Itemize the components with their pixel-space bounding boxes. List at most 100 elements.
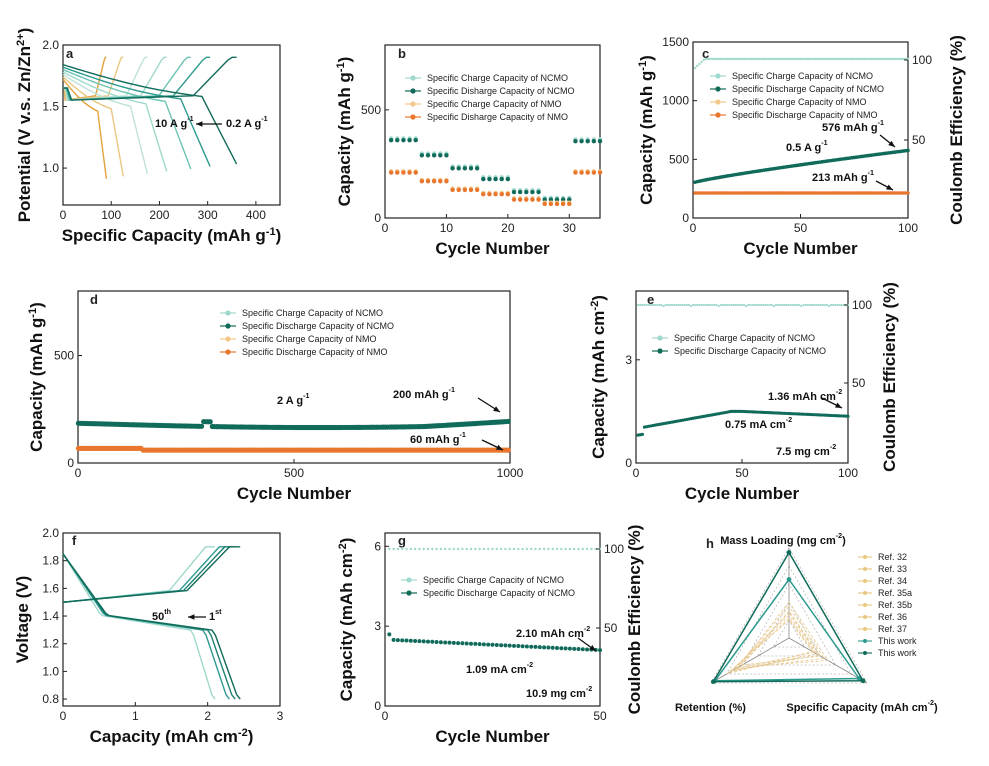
panel-g-ncmo-discharge-point bbox=[499, 643, 504, 648]
panel-d-legend-marker bbox=[225, 349, 231, 355]
panel-c-ce-point bbox=[782, 57, 785, 61]
panel-e-ce-point bbox=[776, 303, 780, 307]
panel-g-ce-point bbox=[594, 547, 597, 551]
panel-g-ncmo-discharge-point bbox=[524, 644, 529, 649]
panel-c-ce-point bbox=[878, 57, 882, 61]
panel-g-ce-point bbox=[512, 547, 516, 551]
panel-b-ncmo-discharge-point bbox=[407, 137, 412, 143]
panel-g-ncmo-discharge-point bbox=[460, 641, 465, 646]
panel-g-ce-point bbox=[418, 547, 421, 551]
panel-b-nmo-discharge-point bbox=[474, 187, 480, 193]
panel-g-ncmo-discharge-point bbox=[533, 644, 538, 649]
panel-e-ncmo-discharge-point bbox=[640, 432, 644, 436]
panel-g-legend-marker bbox=[406, 577, 412, 583]
panel-g-ce-point bbox=[555, 547, 559, 551]
panel-c-ce-point bbox=[846, 57, 849, 61]
panel-c-ce-point bbox=[853, 57, 856, 61]
panel-g-ce-point bbox=[491, 547, 494, 551]
panel-c-ce-point bbox=[717, 57, 720, 61]
panel-g-ce-point bbox=[538, 547, 541, 551]
panel-g-ncmo-discharge-point bbox=[447, 640, 452, 645]
panel-c-legend-marker bbox=[715, 86, 721, 92]
panel-c-ce-point bbox=[872, 57, 875, 61]
panel-c-ce-point bbox=[842, 57, 845, 61]
panel-e-ce-point bbox=[747, 303, 750, 307]
panel-h-thiswork-point bbox=[710, 679, 716, 685]
panel-e-ce-point bbox=[721, 303, 725, 307]
panel-c-ce-point bbox=[779, 57, 783, 61]
panel-a-discharge-curve bbox=[62, 76, 124, 177]
panel-e-ce-point bbox=[668, 303, 672, 307]
panel-c-ce-point bbox=[810, 57, 813, 61]
panel-e-ce-point bbox=[709, 303, 712, 307]
panel-g-ncmo-discharge-point bbox=[580, 647, 585, 652]
panel-c-xtick-label: 100 bbox=[898, 221, 918, 235]
panel-c-ce-point bbox=[721, 57, 725, 61]
panel-e-ce-point bbox=[639, 303, 642, 307]
panel-a-frame bbox=[62, 44, 281, 206]
panel-e-ce-point bbox=[791, 303, 794, 307]
panel-f-ann-1st: 1st bbox=[209, 608, 222, 623]
panel-g-ncmo-discharge-point bbox=[550, 645, 555, 650]
panel-g-xlabel: Cycle Number bbox=[435, 727, 550, 746]
panel-e-ce-point bbox=[779, 303, 782, 307]
panel-h-legend-item: Ref. 33 bbox=[878, 564, 907, 574]
panel-d-nmo-discharge-point bbox=[505, 447, 511, 453]
panel-e-ce-point bbox=[764, 303, 767, 307]
panel-a-ytick-label: 1.5 bbox=[42, 100, 59, 114]
panel-c-ce-point bbox=[818, 57, 822, 61]
panel-e-ce-point bbox=[823, 303, 826, 307]
panel-b-nmo-discharge-point bbox=[499, 192, 504, 197]
panel-g-ce-point bbox=[465, 547, 468, 551]
panel-h-legend-item: This work bbox=[878, 648, 917, 658]
panel-g-ncmo-discharge-point bbox=[598, 648, 602, 653]
panel-e-ce-point bbox=[798, 303, 801, 307]
panel-e-arrow-head bbox=[835, 402, 842, 408]
panel-c-ann-rate: 0.5 A g-1 bbox=[786, 139, 828, 154]
panel-c-ce-point bbox=[739, 57, 742, 61]
panel-c-ce-point bbox=[896, 57, 899, 61]
panel-c-ce-point bbox=[756, 57, 759, 61]
panel-g-ce-point bbox=[426, 547, 430, 551]
panel-h-legend-marker bbox=[863, 567, 867, 571]
panel-c-ce-point bbox=[861, 57, 865, 61]
panel-d-legend-item: Specific Discharge Capacity of NCMO bbox=[242, 321, 394, 331]
panel-e-ylabel: Capacity (mAh cm-2) bbox=[589, 295, 608, 459]
panel-e-y2label: Coulomb Efficiency (%) bbox=[880, 282, 899, 472]
panel-g-ce-point bbox=[521, 547, 524, 551]
panel-g-arrow-head bbox=[589, 645, 596, 651]
panel-h-legend-item: Ref. 35b bbox=[878, 600, 912, 610]
panel-e-ce-point bbox=[749, 303, 752, 307]
panel-c-ce-point bbox=[773, 57, 776, 61]
panel-c-ce-point bbox=[844, 57, 847, 61]
panel-c-ce-point bbox=[848, 57, 852, 61]
panel-e-ce-point bbox=[687, 303, 691, 307]
panel-c-ce-point bbox=[743, 57, 746, 61]
panel-g-ncmo-discharge-point bbox=[512, 643, 516, 648]
panel-g-ncmo-discharge-point bbox=[456, 641, 461, 646]
panel-e-ncmo-discharge-point bbox=[846, 414, 850, 418]
panel-e-ce-point bbox=[660, 303, 663, 307]
panel-e-ce-point bbox=[696, 303, 699, 307]
panel-b-panel-label: b bbox=[398, 46, 406, 61]
panel-c-ce-point bbox=[814, 57, 817, 61]
panel-d-xtick-label: 500 bbox=[284, 466, 304, 480]
panel-g-ncmo-discharge-point bbox=[400, 638, 405, 643]
panel-c-ce-point bbox=[898, 57, 901, 61]
panel-c-ytick-label: 1500 bbox=[662, 35, 689, 49]
panel-g-ce-point bbox=[495, 547, 498, 551]
panel-g-ncmo-discharge-point bbox=[542, 645, 547, 650]
panel-g-ce-point bbox=[542, 547, 546, 551]
panel-a-panel-label: a bbox=[66, 46, 74, 61]
panel-b-xlabel: Cycle Number bbox=[435, 239, 550, 258]
panel-e-ce-point bbox=[817, 303, 820, 307]
panel-e-ce-point bbox=[675, 303, 678, 307]
panel-f-arrow-head bbox=[188, 614, 195, 620]
panel-c-y2label: Coulomb Efficiency (%) bbox=[947, 35, 966, 225]
panel-d-legend-item: Specific Discharge Capacity of NMO bbox=[242, 347, 388, 357]
panel-c-xlabel: Cycle Number bbox=[743, 239, 858, 258]
panel-c-ce-point bbox=[885, 57, 888, 61]
panel-g-ce-point bbox=[551, 547, 554, 551]
panel-d-ann-rate: 2 A g-1 bbox=[277, 392, 309, 407]
